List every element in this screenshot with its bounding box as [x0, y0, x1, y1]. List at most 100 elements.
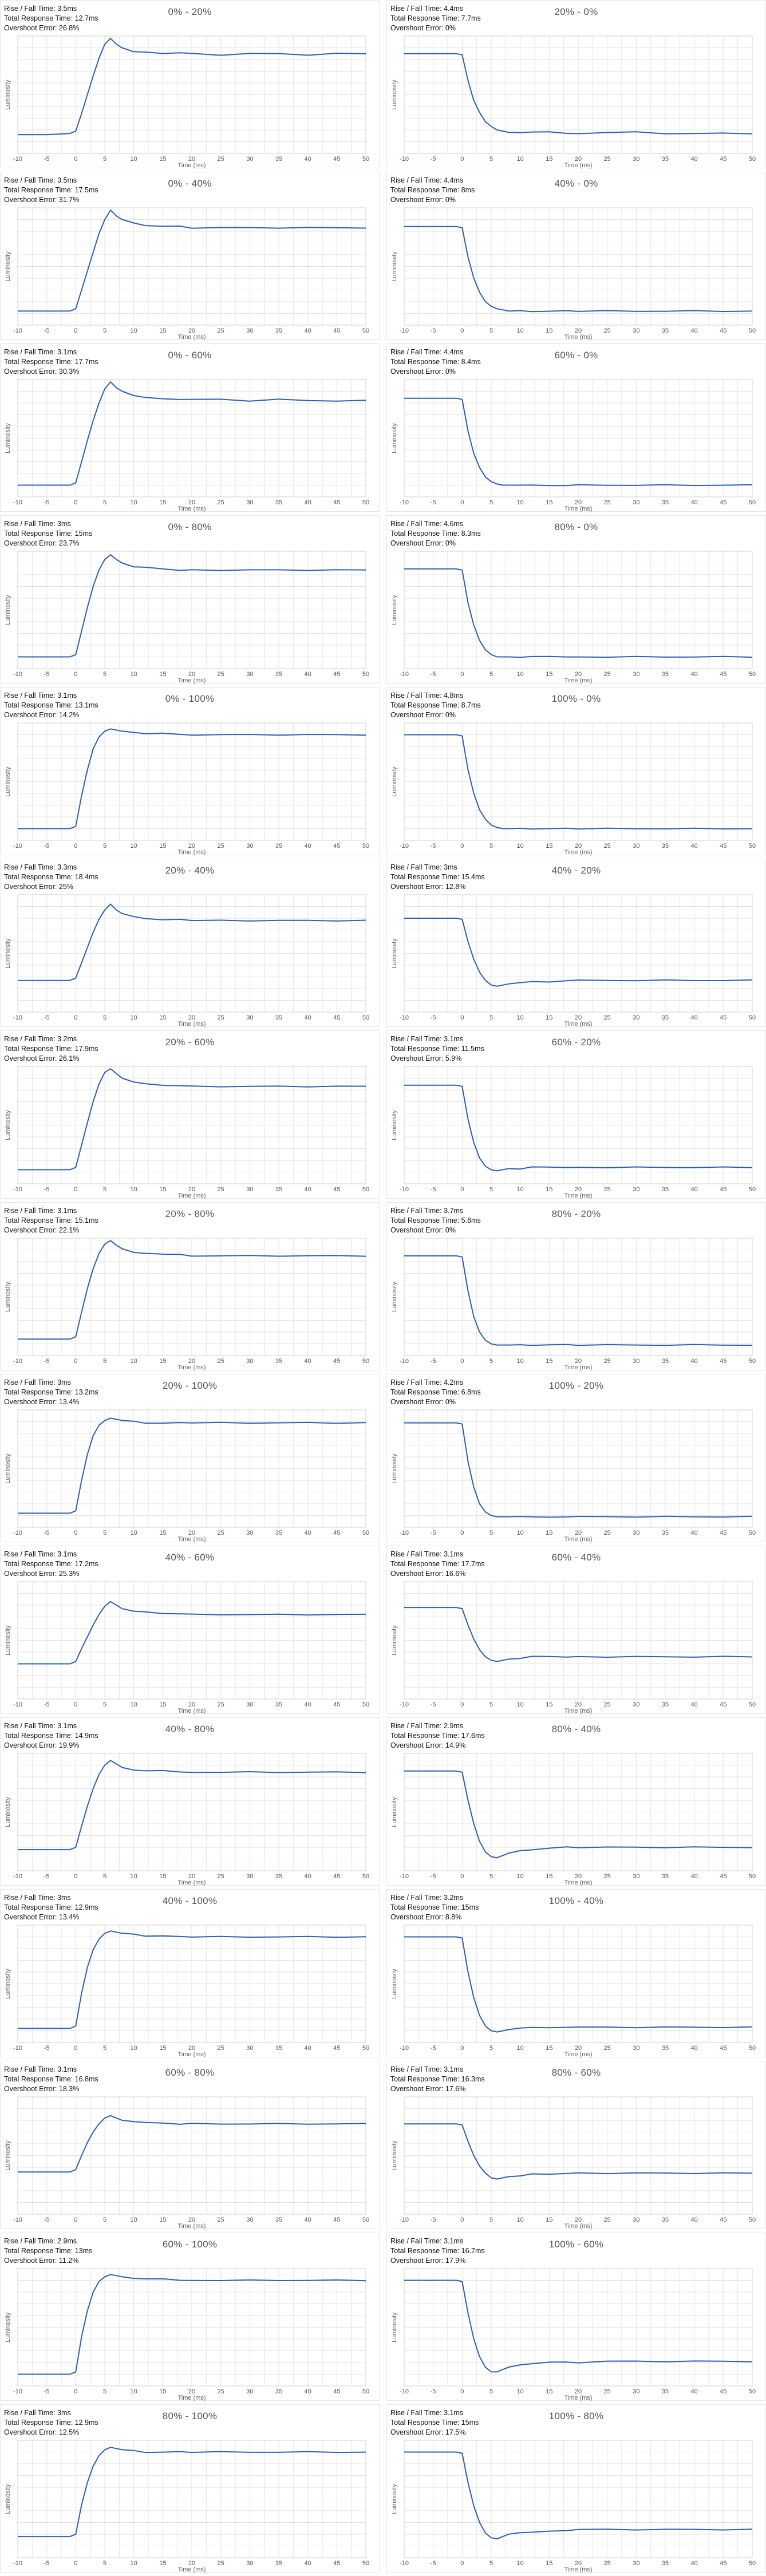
x-tick-label: 15 — [546, 1014, 552, 1021]
x-tick-label: 0 — [460, 2388, 464, 2395]
x-tick-label: 10 — [131, 2217, 137, 2223]
y-axis-label: Luminosity — [391, 2140, 398, 2171]
chart-title: 60% - 40% — [551, 1552, 601, 1563]
x-tick-label: 35 — [662, 1701, 669, 1708]
stat-line: Overshoot Error: 30.3% — [4, 368, 80, 376]
x-tick-label: 25 — [218, 1014, 224, 1021]
x-tick-label: 0 — [74, 2388, 77, 2395]
x-tick-label: 20 — [575, 2388, 582, 2395]
series-line — [404, 1607, 753, 1662]
chart-svg: -10 -5 0 5 10 15 20 25 30 35 40 45 50 Time (ms) Lumino… — [391, 1066, 756, 1199]
x-axis-label: Time (ms) — [564, 1364, 592, 1371]
x-tick-label: 50 — [749, 1701, 756, 1708]
x-tick-label: 10 — [131, 1873, 137, 1880]
x-tick-label: 40 — [691, 1701, 698, 1708]
series-line — [404, 2279, 753, 2373]
stat-line: Overshoot Error: 12.5% — [4, 2428, 80, 2436]
stat-line: Total Response Time: 11.5ms — [390, 1045, 484, 1053]
plot-frame — [17, 379, 366, 497]
series-line — [404, 53, 753, 135]
x-tick-label: 50 — [362, 1873, 369, 1880]
x-tick-label: 35 — [662, 1873, 669, 1880]
x-axis-label: Time (ms) — [177, 1364, 206, 1371]
x-tick-label: 20 — [575, 1358, 582, 1365]
x-tick-label: 30 — [633, 1873, 639, 1880]
x-tick-label: 10 — [131, 156, 137, 163]
chart-title: 20% - 80% — [165, 1208, 215, 1219]
chart-panel: -10 -5 0 5 10 15 20 25 30 35 40 45 50 Time (ms) Lumino… — [0, 1374, 380, 1543]
stat-line: Rise / Fall Time: 3ms — [4, 1378, 71, 1386]
x-tick-label: 35 — [275, 499, 282, 506]
x-tick-label: -5 — [44, 671, 50, 678]
x-tick-label: 25 — [218, 2388, 224, 2395]
x-tick-label: -10 — [13, 156, 22, 163]
x-tick-label: 35 — [662, 2388, 669, 2395]
response-stats: Rise / Fall Time: 3.7ms Total Response Ti… — [390, 1206, 481, 1235]
x-tick-label: -10 — [13, 2217, 22, 2223]
x-tick-label: 0 — [460, 843, 464, 850]
x-tick-label: -5 — [44, 499, 50, 506]
x-tick-label: -5 — [431, 2560, 436, 2567]
response-stats: Rise / Fall Time: 3ms Total Response Time… — [4, 519, 92, 548]
chart-svg: -10 -5 0 5 10 15 20 25 30 35 40 45 50 Time (ms) Lumino… — [5, 2440, 369, 2573]
chart-panel: -10 -5 0 5 10 15 20 25 30 35 40 45 50 Time (ms) Lumino… — [386, 1202, 766, 1371]
series-line — [18, 38, 366, 136]
x-tick-label: -5 — [431, 2388, 436, 2395]
x-tick-label: 30 — [246, 1358, 253, 1365]
x-tick-label: 40 — [305, 1530, 311, 1536]
x-tick-label: 45 — [720, 2388, 726, 2395]
x-tick-label: 45 — [720, 327, 726, 334]
chart-panel: -10 -5 0 5 10 15 20 25 30 35 40 45 50 Time (ms) Lumino… — [0, 2061, 380, 2230]
y-axis-label: Luminosity — [391, 423, 398, 453]
x-tick-label: 15 — [546, 2045, 552, 2052]
x-tick-label: -5 — [44, 843, 50, 850]
x-tick-label: -5 — [431, 1530, 436, 1536]
stat-line: Total Response Time: 15.1ms — [4, 1216, 98, 1224]
response-stats: Rise / Fall Time: 3.5ms Total Response Ti… — [4, 176, 98, 205]
x-tick-label: 40 — [691, 499, 698, 506]
x-tick-label: -5 — [44, 156, 50, 163]
chart-title: 40% - 80% — [165, 1724, 215, 1735]
x-tick-label: 15 — [159, 1186, 166, 1193]
x-tick-label: 20 — [575, 1701, 582, 1708]
x-tick-label: 45 — [333, 1186, 340, 1193]
plot-frame — [17, 1925, 366, 2043]
x-tick-label: -10 — [400, 1873, 409, 1880]
x-tick-label: 35 — [275, 1873, 282, 1880]
x-tick-label: 10 — [131, 327, 137, 334]
x-tick-label: 30 — [246, 1873, 253, 1880]
response-stats: Rise / Fall Time: 4.4ms Total Response Ti… — [390, 176, 475, 205]
x-tick-label: 30 — [246, 2388, 253, 2395]
chart-panel: -10 -5 0 5 10 15 20 25 30 35 40 45 50 Time (ms) Lumino… — [0, 1202, 380, 1371]
x-tick-label: 25 — [604, 2217, 611, 2223]
x-tick-label: 35 — [275, 1186, 282, 1193]
x-tick-label: 5 — [489, 843, 493, 850]
x-tick-label: 20 — [188, 1186, 195, 1193]
response-stats: Rise / Fall Time: 3.1ms Total Response Ti… — [390, 2065, 485, 2094]
chart-title: 80% - 60% — [551, 2067, 601, 2078]
x-tick-label: 35 — [275, 2217, 282, 2223]
series-line — [404, 1936, 753, 2033]
series-line — [18, 903, 366, 981]
x-tick-label: 20 — [575, 327, 582, 334]
x-tick-label: 20 — [188, 2217, 195, 2223]
chart-panel: -10 -5 0 5 10 15 20 25 30 35 40 45 50 Time (ms) Lumino… — [0, 0, 380, 169]
x-tick-label: 45 — [720, 2217, 726, 2223]
y-axis-label: Luminosity — [391, 1110, 398, 1140]
x-tick-label: 40 — [691, 156, 698, 163]
x-tick-label: 25 — [218, 156, 224, 163]
response-stats: Rise / Fall Time: 3.2ms Total Response Ti… — [390, 1893, 479, 1922]
response-stats: Rise / Fall Time: 3ms Total Response Time… — [390, 863, 485, 892]
x-tick-label: 35 — [662, 327, 669, 334]
x-tick-label: 50 — [749, 2560, 756, 2567]
x-tick-label: 25 — [604, 1873, 611, 1880]
x-tick-label: 35 — [275, 2560, 282, 2567]
y-axis-label: Luminosity — [5, 938, 11, 969]
x-tick-label: 40 — [691, 1530, 698, 1536]
x-tick-label: 50 — [362, 2388, 369, 2395]
x-tick-label: 50 — [362, 1014, 369, 1021]
response-stats: Rise / Fall Time: 3.1ms Total Response Ti… — [390, 2408, 479, 2437]
x-tick-label: 50 — [362, 1186, 369, 1193]
stat-line: Total Response Time: 15ms — [390, 2419, 479, 2427]
x-tick-label: 45 — [333, 327, 340, 334]
